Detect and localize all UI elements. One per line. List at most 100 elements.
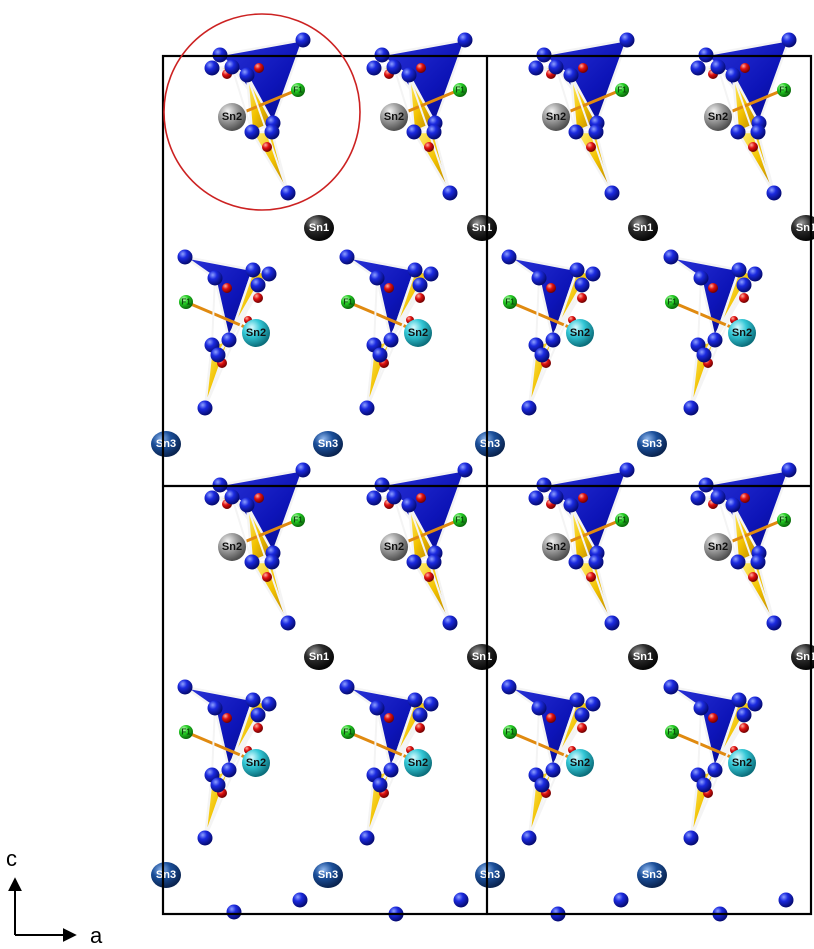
blue-atom xyxy=(210,347,226,363)
blue-atom xyxy=(693,270,709,286)
sn2-label: Sn2 xyxy=(384,541,404,553)
sn3-atom-label: Sn3 xyxy=(480,869,500,881)
tin-atoms-layer: Sn1 Sn1 Sn1 Sn1 Sn1 Sn1 Sn1 Sn1 Sn3 Sn3 Sn3 Sn3 Sn3 S… xyxy=(151,215,814,888)
blue-atom xyxy=(442,615,458,631)
fluorine-atom xyxy=(777,83,791,97)
blue-atom xyxy=(372,347,388,363)
sn2-label: Sn2 xyxy=(222,541,242,553)
sn1-atom: Sn1 xyxy=(628,644,658,670)
sn2-label: Sn2 xyxy=(732,757,752,769)
blue-atom xyxy=(747,266,763,282)
blue-atom xyxy=(604,185,620,201)
sn3-atom: Sn3 xyxy=(475,862,505,888)
f1-label: F1 xyxy=(343,728,353,737)
sn2-label: Sn2 xyxy=(246,327,266,339)
blue-atom xyxy=(548,59,564,75)
c-axis-label: c xyxy=(6,846,17,871)
sn1-atom-label: Sn1 xyxy=(633,651,653,663)
yellow-polyhedron xyxy=(569,73,599,134)
sn3-atom-sphere xyxy=(637,431,667,457)
sn-f-bond xyxy=(559,518,623,547)
blue-atom xyxy=(407,262,423,278)
sn2-atom xyxy=(380,533,408,561)
f1-label: F1 xyxy=(667,728,677,737)
sn3-atom-label: Sn3 xyxy=(156,869,176,881)
oxygen-atom xyxy=(578,493,588,503)
sn1-atom: Sn1 xyxy=(467,215,497,241)
snf-unit-type-b: Sn2 F1 xyxy=(501,249,601,416)
blue-atom xyxy=(585,266,601,282)
sn1-atom: Sn1 xyxy=(304,644,334,670)
blue-atom xyxy=(730,554,746,570)
blue-atom xyxy=(781,462,797,478)
blue-atom xyxy=(690,60,706,76)
edge xyxy=(717,66,739,133)
sn2-atom xyxy=(242,319,270,347)
sn1-atom: Sn1 xyxy=(304,215,334,241)
blue-atom xyxy=(295,32,311,48)
sn3-atom: Sn3 xyxy=(637,862,667,888)
sn3-atom-sphere xyxy=(313,862,343,888)
blue-atom xyxy=(766,615,782,631)
yellow-polyhedron xyxy=(569,503,599,564)
fluorine-atom xyxy=(291,83,305,97)
sn2-atom xyxy=(704,103,732,131)
oxygen-atom xyxy=(424,142,434,152)
blue-atom xyxy=(690,490,706,506)
yellow-polyhedron xyxy=(736,130,776,195)
blue-atom xyxy=(528,490,544,506)
blue-atom xyxy=(383,762,399,778)
sn2-atom xyxy=(404,319,432,347)
sn3-atom-sphere xyxy=(151,862,181,888)
blue-atom xyxy=(224,489,240,505)
blue-atom xyxy=(548,489,564,505)
sn2-atom xyxy=(728,319,756,347)
blue-atom xyxy=(563,497,579,513)
blue-atom xyxy=(534,777,550,793)
blue-atom xyxy=(369,700,385,716)
blue-atom xyxy=(250,277,266,293)
oxygen-atom xyxy=(416,493,426,503)
yellow-polyhedron xyxy=(412,130,452,195)
oxygen-atom xyxy=(740,63,750,73)
edge xyxy=(231,66,253,133)
sn-f-bond xyxy=(721,518,785,547)
blue-atom xyxy=(197,400,213,416)
sn-f-bond xyxy=(721,88,785,117)
sn1-atom-sphere xyxy=(791,644,814,670)
oxygen-atom xyxy=(415,723,425,733)
blue-atom xyxy=(750,554,766,570)
blue-atom xyxy=(366,490,382,506)
sn3-atom: Sn3 xyxy=(313,862,343,888)
blue-atom xyxy=(264,554,280,570)
blue-atom xyxy=(369,270,385,286)
blue-atom xyxy=(663,679,679,695)
snf-unit-type-b: Sn2 F1 xyxy=(663,679,763,846)
oxygen-atom xyxy=(416,63,426,73)
oxygen-atom xyxy=(708,713,718,723)
edge xyxy=(717,496,739,563)
sn3-atom: Sn3 xyxy=(313,431,343,457)
sn1-atom-sphere xyxy=(304,644,334,670)
f1-label: F1 xyxy=(293,516,303,525)
oxygen-atom xyxy=(546,283,556,293)
sn3-atom-sphere xyxy=(637,862,667,888)
oxygen-atom xyxy=(739,723,749,733)
blue-atom xyxy=(683,400,699,416)
blue-atom xyxy=(568,124,584,140)
blue-atom xyxy=(280,185,296,201)
sn1-atom-label: Sn1 xyxy=(796,222,814,234)
sn3-atom-sphere xyxy=(151,431,181,457)
sn1-atom: Sn1 xyxy=(467,644,497,670)
oxygen-atom xyxy=(577,293,587,303)
fluorine-atom xyxy=(665,295,679,309)
blue-atom xyxy=(423,696,439,712)
oxygen-atom xyxy=(739,293,749,303)
fluorine-atom xyxy=(503,295,517,309)
oxygen-atom xyxy=(384,713,394,723)
snf-unit-type-a: F1 Sn2 xyxy=(204,462,311,631)
blue-atom xyxy=(725,67,741,83)
blue-atom xyxy=(204,60,220,76)
sn1-atom-label: Sn1 xyxy=(309,222,329,234)
blue-atom xyxy=(453,892,469,908)
